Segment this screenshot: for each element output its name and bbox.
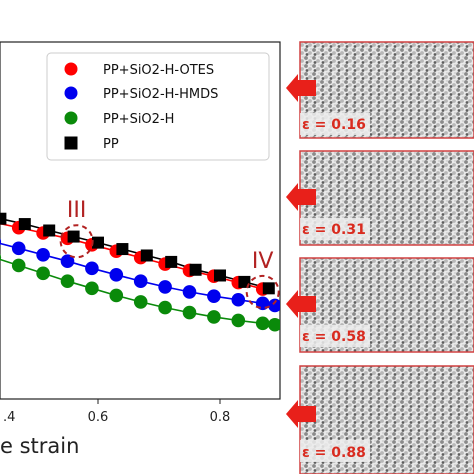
annotation-label: III <box>67 198 86 223</box>
snapshot-panel-4: ε = 0.88 <box>286 365 474 474</box>
data-point-pp-sio2-h <box>207 310 221 324</box>
data-point-pp <box>0 212 7 225</box>
data-point-pp <box>67 230 80 243</box>
data-point-pp <box>214 269 226 282</box>
snapshot-label-bg <box>300 325 370 347</box>
data-point-pp <box>189 263 202 276</box>
data-point-pp <box>165 255 178 268</box>
snapshot-label: ε = 0.31 <box>302 222 366 238</box>
data-point-pp-sio2-h <box>109 288 124 303</box>
data-point-pp <box>92 236 104 249</box>
data-point-pp-sio2-h <box>231 313 246 328</box>
data-point-pp-sio2-h <box>60 274 75 288</box>
data-point-pp-sio2-h <box>133 295 148 309</box>
legend-label-pp: PP <box>103 137 119 152</box>
snapshot-panel-3: ε = 0.58 <box>286 257 474 353</box>
snapshot-label: ε = 0.58 <box>302 329 366 345</box>
data-point-pp-sio2-h-hmds <box>36 247 50 262</box>
annotation-label: IV <box>252 249 274 274</box>
annotation-layer: III IV <box>59 198 280 309</box>
data-point-pp-sio2-h-hmds <box>109 267 124 282</box>
data-point-pp-sio2-h-hmds <box>0 238 2 246</box>
data-point-pp-sio2-h-hmds <box>85 261 99 276</box>
red-arrow-icon <box>286 74 316 102</box>
data-point-pp <box>43 224 56 237</box>
series-layer <box>0 212 280 332</box>
data-point-pp-sio2-h-hmds <box>182 285 197 299</box>
legend-marker-hmds <box>64 86 78 100</box>
legend-label-hmds: PP+SiO2-H-HMDS <box>103 87 218 102</box>
x-axis: .4 0.6 0.8 e strain <box>0 399 230 458</box>
data-point-pp-sio2-h <box>36 266 50 281</box>
x-axis-label: e strain <box>0 434 79 458</box>
annotation-circle <box>245 274 280 309</box>
snapshot-panel-1: ε = 0.16 <box>286 41 474 139</box>
legend-label-h: PP+SiO2-H <box>103 112 174 127</box>
snapshot-panels: ε = 0.16 ε = 0.31 ε = 0.58 ε = 0.88 <box>286 41 474 474</box>
legend-label-otes: PP+SiO2-H-OTES <box>103 63 214 78</box>
data-point-pp-sio2-h <box>268 317 280 332</box>
data-point-pp-sio2-h-hmds <box>158 280 172 294</box>
x-tick-label-partial: .4 <box>3 410 15 425</box>
data-point-pp-sio2-h-hmds <box>207 289 221 303</box>
annotation-circle <box>59 224 94 259</box>
x-tick-label: 0.6 <box>88 410 109 425</box>
data-point-pp-sio2-h-hmds <box>11 241 26 256</box>
legend-box <box>46 52 270 161</box>
data-point-pp-sio2-h-hmds <box>133 274 148 288</box>
snapshot-label: ε = 0.16 <box>302 117 366 133</box>
data-point-pp-sio2-h <box>11 258 26 273</box>
data-point-pp <box>18 218 31 231</box>
data-point-pp <box>262 282 275 295</box>
legend-marker-pp <box>64 136 78 150</box>
data-point-pp-sio2-h-hmds <box>231 292 246 307</box>
red-arrow-icon <box>286 183 316 211</box>
data-point-pp-sio2-h <box>0 253 2 262</box>
snapshot-label: ε = 0.88 <box>302 445 366 461</box>
snapshot-panel-2: ε = 0.31 <box>286 150 474 246</box>
data-point-pp <box>140 249 153 262</box>
data-point-pp <box>116 243 129 256</box>
data-point-pp-sio2-h <box>255 316 270 331</box>
legend-marker-otes <box>64 62 78 76</box>
legend-marker-h <box>64 111 78 125</box>
data-point-pp-sio2-h <box>85 281 99 296</box>
snapshot-label-bg <box>300 218 370 240</box>
data-point-pp-sio2-h <box>182 305 197 320</box>
snapshot-label-bg <box>300 113 370 135</box>
snapshot-label-bg <box>300 440 370 462</box>
x-tick-label: 0.8 <box>210 410 231 425</box>
data-point-pp-sio2-h <box>158 300 172 315</box>
data-point-pp-sio2-h-hmds <box>60 254 75 268</box>
red-arrow-icon <box>286 290 316 318</box>
red-arrow-icon <box>286 400 316 428</box>
data-point-pp-sio2-h-hmds <box>268 298 280 313</box>
legend: PP+SiO2-H-OTES PP+SiO2-H-HMDS PP+SiO2-H … <box>46 52 270 161</box>
